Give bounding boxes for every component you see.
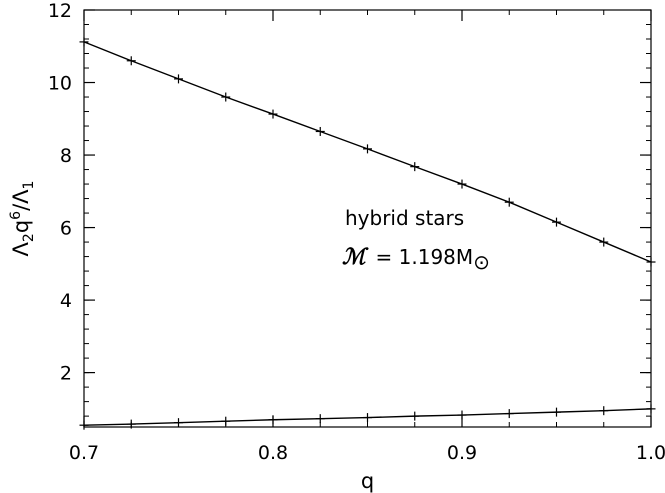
series-1-marker	[174, 74, 183, 83]
y-axis-title-part: Λ	[9, 241, 33, 256]
y-tick-label: 8	[60, 145, 72, 167]
series-2-marker	[269, 415, 278, 424]
y-tick-label: 12	[48, 0, 72, 22]
annotation-mass: ℳ = 1.198M⊙	[342, 244, 490, 274]
y-tick-label: 10	[48, 73, 72, 95]
series-2-marker	[410, 412, 419, 421]
series-2-marker	[505, 409, 514, 418]
mass-subscript: ⊙	[473, 250, 490, 274]
y-tick-labels: 2 4 6 8 10 12	[48, 0, 72, 385]
series-1-marker	[363, 144, 372, 153]
series-layer	[80, 37, 656, 429]
series-1-marker	[316, 127, 325, 136]
x-axis-title: q	[361, 469, 374, 493]
annotation-hybrid-stars: hybrid stars	[345, 206, 464, 230]
y-tick-label: 4	[60, 290, 72, 312]
series-2-marker	[552, 408, 561, 417]
mass-value: = 1.198M	[376, 245, 474, 269]
y-axis-title-part: 2	[21, 233, 37, 242]
series-1-marker	[127, 56, 136, 65]
series-2-marker	[221, 417, 230, 426]
series-2-marker	[316, 414, 325, 423]
y-axis-title-part: /Λ	[9, 189, 33, 211]
series-2-marker	[599, 406, 608, 415]
x-tick-label: 1.0	[636, 442, 665, 464]
y-tick-label: 6	[60, 218, 72, 240]
series-2-marker	[363, 413, 372, 422]
series-1-marker	[458, 180, 467, 189]
mass-symbol: ℳ	[342, 244, 369, 270]
series-1-marker	[410, 162, 419, 171]
series-1-marker	[552, 218, 561, 227]
y-axis-title-part: 6	[8, 211, 24, 220]
x-tick-label: 0.8	[258, 442, 288, 464]
y-axis-title-part: 1	[21, 181, 37, 190]
series-1-marker	[505, 198, 514, 207]
y-tick-label: 2	[60, 363, 72, 385]
series-1-marker	[221, 93, 230, 102]
series-1-marker	[599, 238, 608, 247]
series-1-marker	[269, 110, 278, 119]
y-axis-title: Λ2q6/Λ1	[8, 181, 37, 257]
x-tick-label: 0.7	[69, 442, 99, 464]
y-axis-title-part: q	[9, 220, 33, 233]
x-tick-labels: 0.7 0.8 0.9 1.0	[69, 442, 665, 464]
series-2-marker	[174, 418, 183, 427]
series-2-marker	[458, 411, 467, 420]
x-tick-label: 0.9	[447, 442, 477, 464]
